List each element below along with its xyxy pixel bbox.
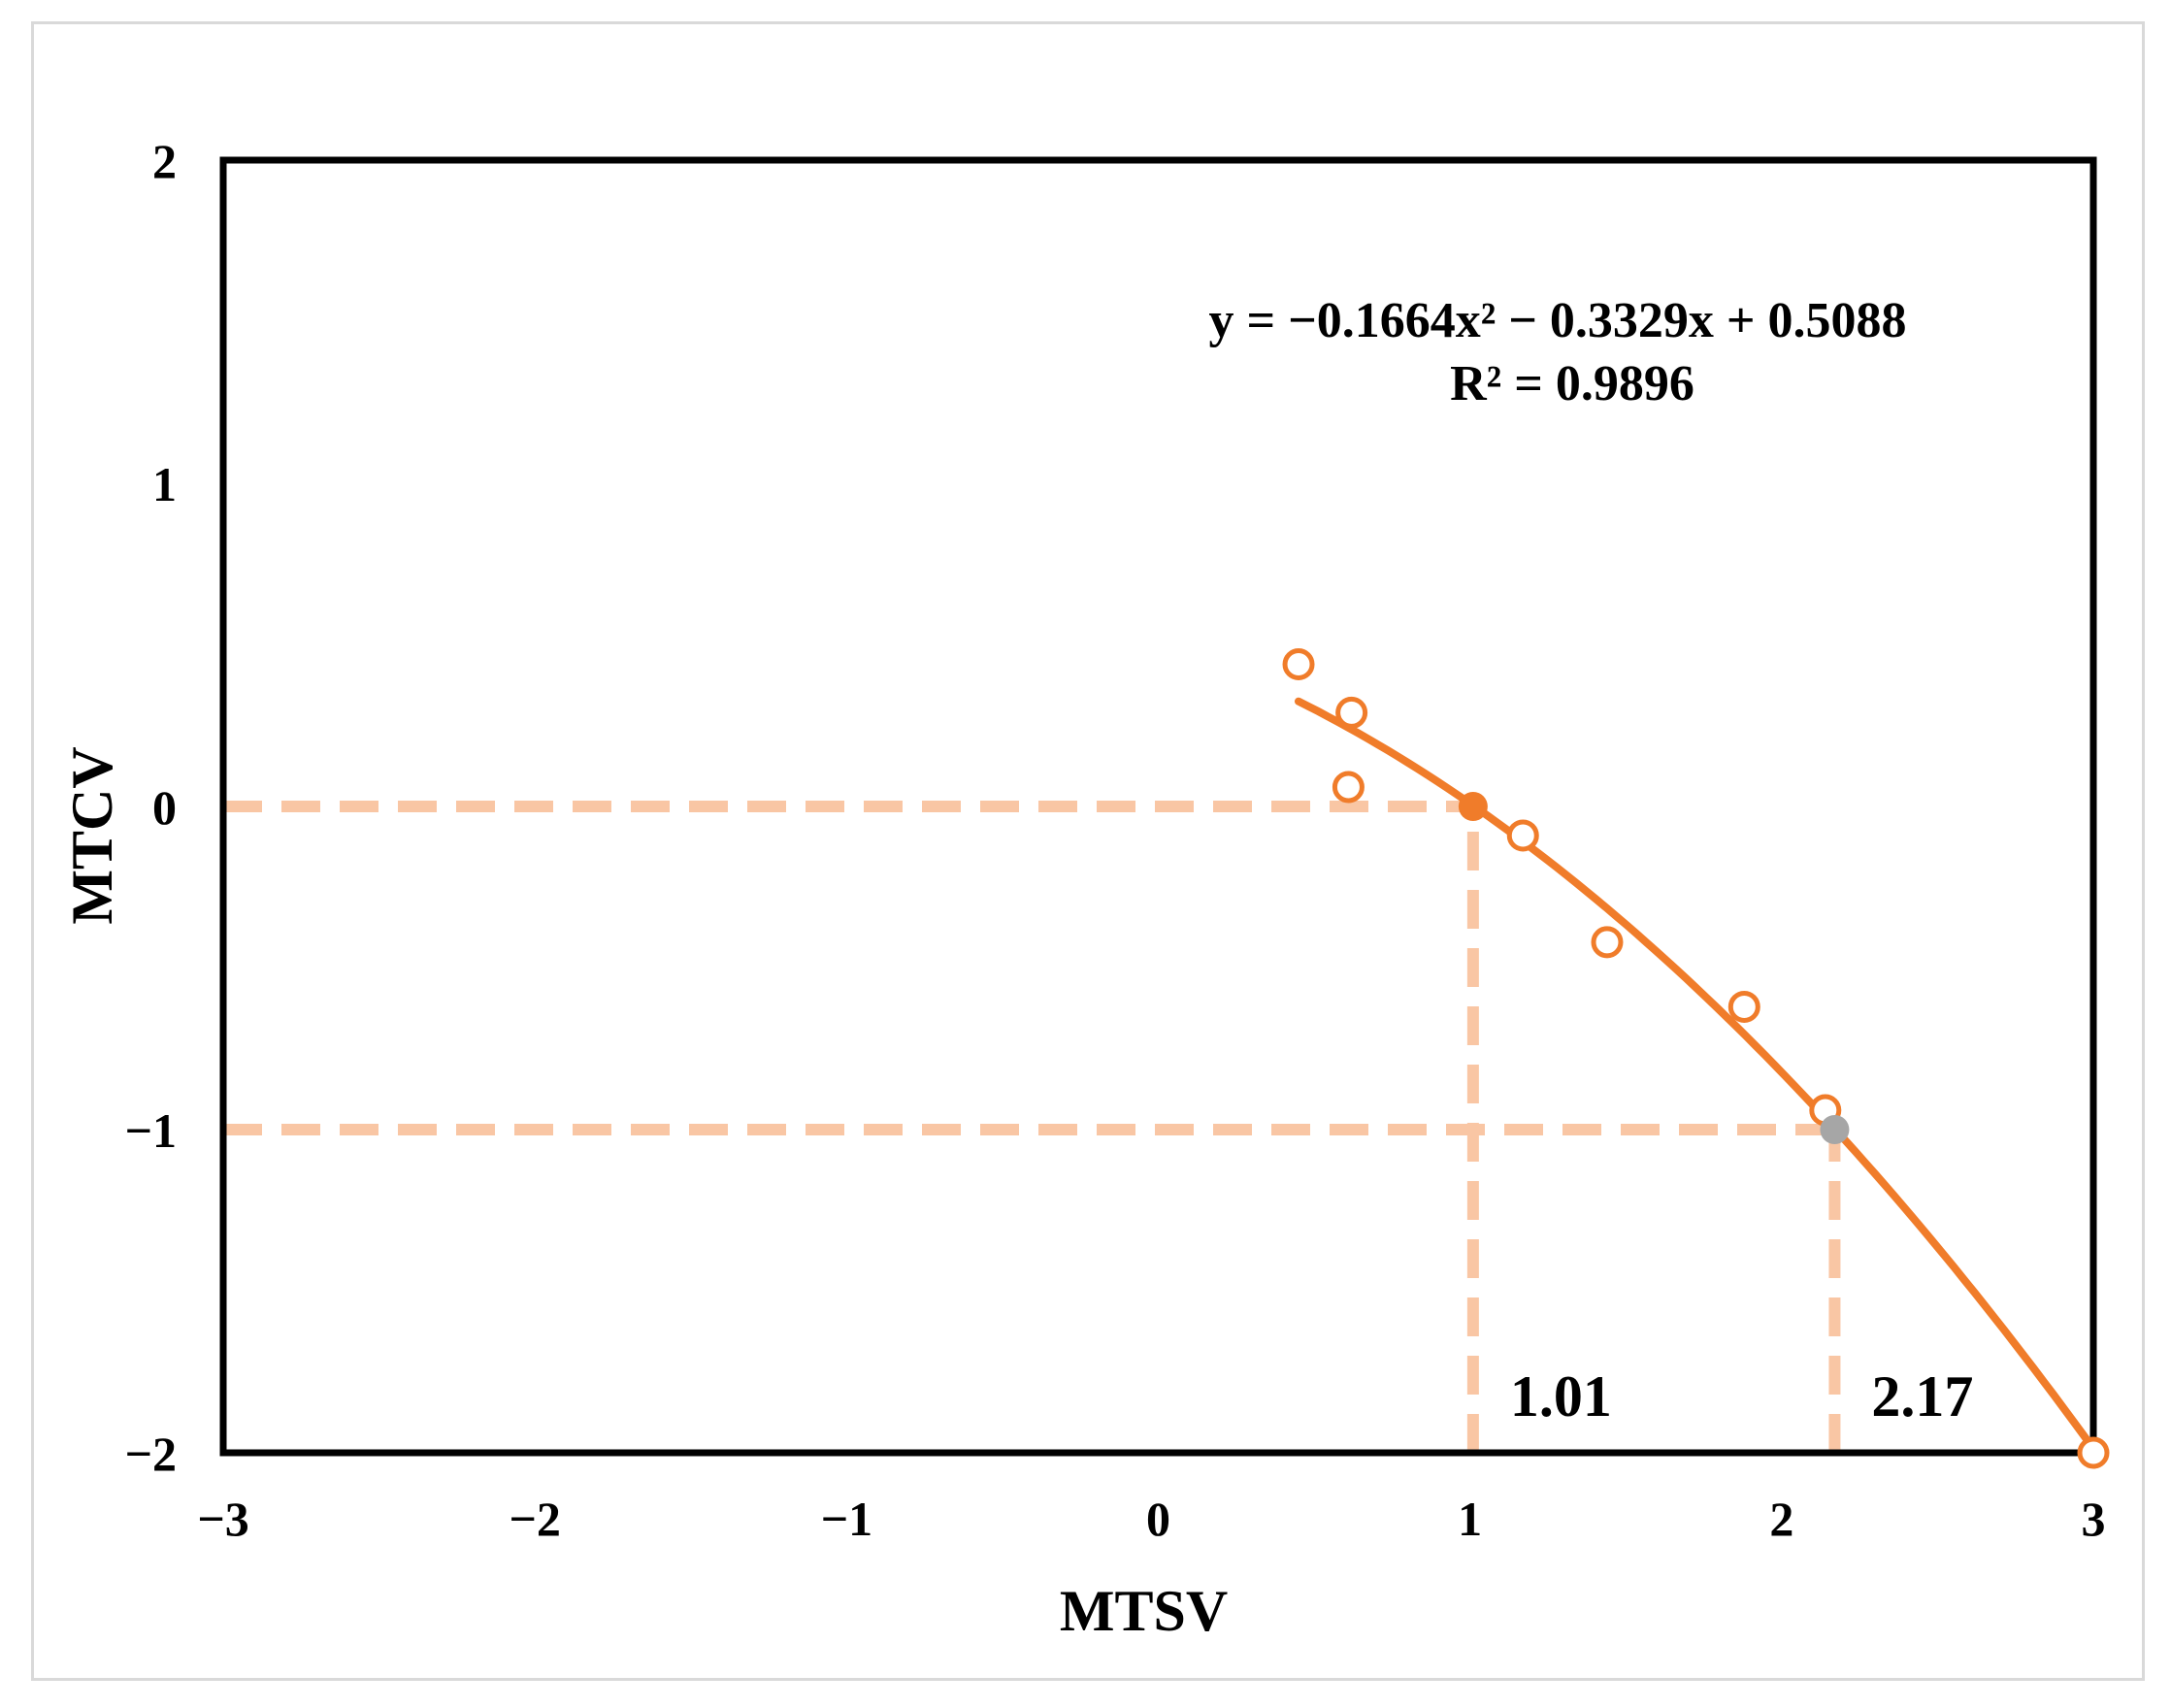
x-tick-label: 3 [2082,1492,2106,1546]
x-tick-label: −2 [509,1492,561,1546]
data-point [1506,819,1539,852]
y-tick-labels: −2 −1 0 1 2 [125,134,178,1481]
highlight-points [1458,792,1850,1144]
x-tick-label: 2 [1769,1492,1793,1546]
reference-lines [223,801,1841,1453]
y-tick-label: 1 [152,457,177,511]
y-axis-title: MTCV [60,746,124,924]
x-tick-label: −3 [197,1492,249,1546]
reference-label: 2.17 [1871,1364,1973,1429]
fit-curve-layer [1295,697,2097,1453]
data-point [1332,771,1365,804]
data-point [2077,1436,2110,1469]
data-point [1727,990,1760,1023]
fit-equation: y = −0.1664x² − 0.3329x + 0.5088 [1208,293,1906,348]
plot-area-frame [219,156,2097,1457]
data-point [1591,926,1624,959]
y-tick-label: −1 [125,1103,178,1158]
r-squared: R² = 0.9896 [1450,356,1694,411]
x-tick-label: 0 [1146,1492,1170,1546]
y-tick-label: −2 [125,1427,178,1481]
data-point [1335,696,1368,729]
highlight-point [1458,792,1488,821]
x-tick-labels: −3 −2 −1 0 1 2 3 [197,1492,2105,1546]
highlight-point [1820,1115,1850,1144]
x-axis-title: MTSV [1060,1579,1228,1643]
data-points [1282,647,2110,1469]
figure-frame [31,21,2145,1681]
data-point [1282,647,1315,680]
x-tick-label: 1 [1458,1492,1482,1546]
y-tick-label: 0 [152,780,177,835]
fit-curve [1295,697,2097,1453]
y-tick-label: 2 [152,134,177,188]
reference-labels: 1.01 2.17 [1510,1364,1974,1429]
x-tick-label: −1 [821,1492,873,1546]
reference-label: 1.01 [1510,1364,1612,1429]
